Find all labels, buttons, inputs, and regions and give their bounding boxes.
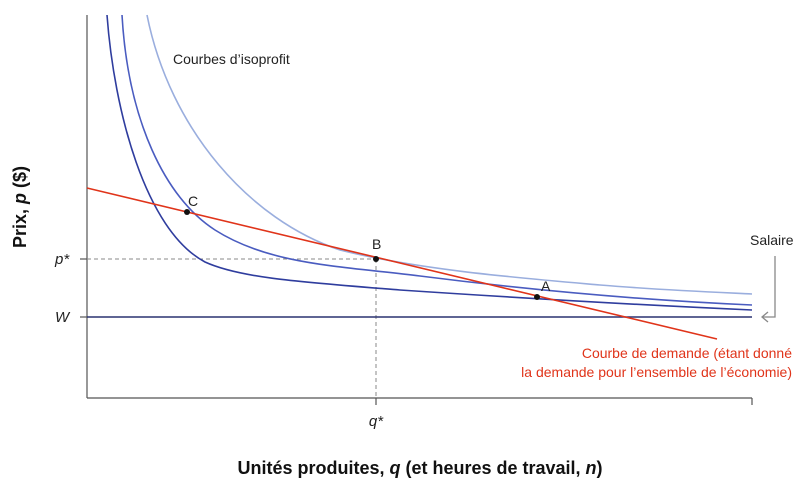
x-axis-title: Unités produites, q (et heures de travai… <box>237 458 602 478</box>
point-c-label: C <box>188 193 198 209</box>
demand-label-line2: la demande pour l’ensemble de l’économie… <box>521 364 792 380</box>
demand-label-line1: Courbe de demande (étant donné <box>582 345 792 361</box>
point-b-dot <box>373 256 379 262</box>
wage-label: Salaire <box>750 232 794 248</box>
isoprofit-curve-low <box>106 14 753 311</box>
y-axis-title-symbol: p <box>10 193 30 205</box>
point-b-label: B <box>372 236 381 252</box>
isoprofit-curve-mid <box>121 14 753 306</box>
wage-arrow <box>762 256 776 318</box>
x-axis-title-symbol2: n <box>586 458 597 478</box>
isoprofit-label: Courbes d’isoprofit <box>173 51 290 67</box>
y-axis-title-prefix: Prix, <box>10 204 30 248</box>
p-star-tick-label: p* <box>54 251 70 268</box>
point-a-label: A <box>541 278 551 294</box>
demand-curve <box>86 187 718 340</box>
isoprofit-curve-high <box>146 14 753 295</box>
w-tick-label: W <box>55 309 71 326</box>
y-axis-title: Prix, p ($) <box>10 166 30 248</box>
point-c-dot <box>184 209 190 215</box>
wage-arrow-head <box>760 311 769 323</box>
q-star-tick-label: q* <box>369 413 384 430</box>
x-axis-title-prefix: Unités produites, <box>237 458 389 478</box>
point-a-dot <box>534 294 540 300</box>
y-axis-title-suffix: ($) <box>10 166 30 193</box>
x-axis-title-suffix: ) <box>597 458 603 478</box>
x-axis-title-middle: (et heures de travail, <box>400 458 585 478</box>
x-axis-title-symbol: q <box>389 458 400 478</box>
